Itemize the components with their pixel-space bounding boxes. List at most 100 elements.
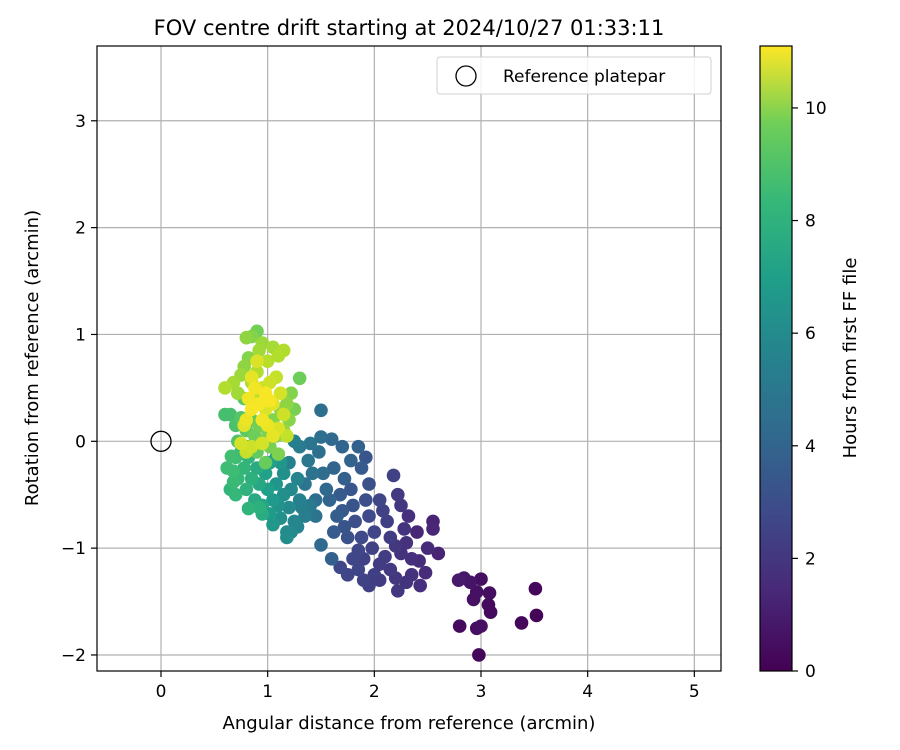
data-point (451, 573, 466, 587)
chart-title: FOV centre drift starting at 2024/10/27 … (154, 16, 665, 40)
data-point (372, 557, 387, 571)
colorbar-tick-label: 10 (805, 99, 827, 119)
data-point (372, 493, 387, 507)
data-point (344, 453, 358, 468)
data-point (260, 354, 275, 368)
y-tick-label: −2 (61, 646, 86, 666)
y-tick-label: 1 (75, 325, 86, 345)
x-tick-label: 4 (582, 682, 593, 702)
x-tick-label: 3 (476, 682, 487, 702)
data-point (244, 370, 259, 384)
data-point (266, 493, 280, 507)
data-point (231, 386, 245, 401)
data-point (399, 535, 414, 550)
data-point (252, 500, 266, 515)
data-point (333, 487, 348, 502)
plot-frame (96, 45, 722, 672)
data-point (474, 572, 488, 586)
colorbar-tick-label: 8 (805, 212, 816, 232)
data-point (335, 439, 350, 454)
data-point (386, 468, 401, 483)
data-point (346, 498, 360, 513)
data-point (376, 503, 390, 518)
colorbar-ticks: 0 2 4 6 8 10 (792, 99, 827, 682)
data-point (397, 522, 412, 536)
data-point (528, 581, 543, 596)
data-point (252, 343, 266, 358)
data-point (472, 648, 486, 662)
data-point (282, 500, 296, 515)
data-point (280, 530, 294, 545)
y-tick-label: 2 (75, 219, 86, 239)
y-tick-label: 0 (75, 432, 86, 452)
legend-entry-reference-platepar: Reference platepar (503, 67, 665, 87)
data-point (234, 436, 248, 451)
data-point (391, 584, 405, 598)
data-point (354, 461, 369, 475)
y-tick-label: 3 (75, 112, 86, 132)
data-point (314, 430, 328, 444)
data-point (383, 562, 398, 577)
data-point (351, 562, 366, 577)
data-point (287, 514, 302, 529)
data-point (220, 461, 234, 475)
data-point (330, 509, 344, 523)
data-point (271, 447, 286, 461)
data-point (316, 466, 330, 481)
data-point (292, 371, 307, 386)
x-tick-label: 5 (689, 682, 700, 702)
data-point (239, 482, 254, 497)
data-point (250, 354, 264, 368)
data-point (292, 493, 307, 507)
colorbar-label: Hours from first FF file (840, 258, 861, 459)
data-point (418, 565, 433, 580)
data-point (263, 375, 277, 390)
data-point (354, 530, 369, 545)
data-point (351, 543, 366, 558)
data-point (365, 541, 380, 555)
data-point (474, 619, 488, 633)
data-point (314, 403, 328, 418)
data-point (255, 413, 270, 427)
gridlines (97, 46, 721, 671)
data-point (239, 413, 254, 427)
colorbar-tick-label: 2 (805, 549, 816, 569)
y-axis-ticks: −2 −1 0 1 2 3 (61, 112, 97, 666)
data-point (410, 525, 424, 539)
data-point (380, 514, 394, 529)
data-point (314, 538, 328, 552)
data-point (404, 552, 419, 566)
data-point (244, 471, 259, 486)
colorbar-tick-label: 6 (805, 324, 816, 344)
data-point (280, 397, 294, 411)
data-point (469, 585, 484, 599)
data-point (340, 530, 355, 545)
x-axis-ticks: 0 1 2 3 4 5 (156, 671, 700, 702)
data-point (276, 466, 291, 481)
data-point (312, 445, 326, 459)
data-point (276, 487, 291, 502)
data-point (263, 393, 277, 408)
data-point (324, 552, 339, 566)
data-point (359, 450, 373, 465)
data-point (324, 432, 339, 446)
reference-marker-group (150, 430, 172, 452)
y-tick-label: −1 (61, 539, 86, 559)
data-point (362, 509, 376, 523)
data-point (337, 471, 352, 486)
data-point (420, 541, 435, 555)
colorbar-tick-label: 0 (805, 662, 816, 682)
data-point (348, 514, 362, 529)
data-point (226, 475, 241, 489)
data-point (356, 573, 371, 587)
data-point (241, 501, 256, 516)
data-point (301, 453, 316, 468)
legend-marker-icon (455, 65, 477, 87)
colorbar-tick-label: 4 (805, 437, 816, 457)
legend: Reference platepar (436, 56, 712, 95)
data-point (399, 575, 414, 590)
y-axis-label: Rotation from reference (arcmin) (22, 210, 43, 506)
data-point (258, 455, 273, 470)
data-point (394, 498, 408, 513)
